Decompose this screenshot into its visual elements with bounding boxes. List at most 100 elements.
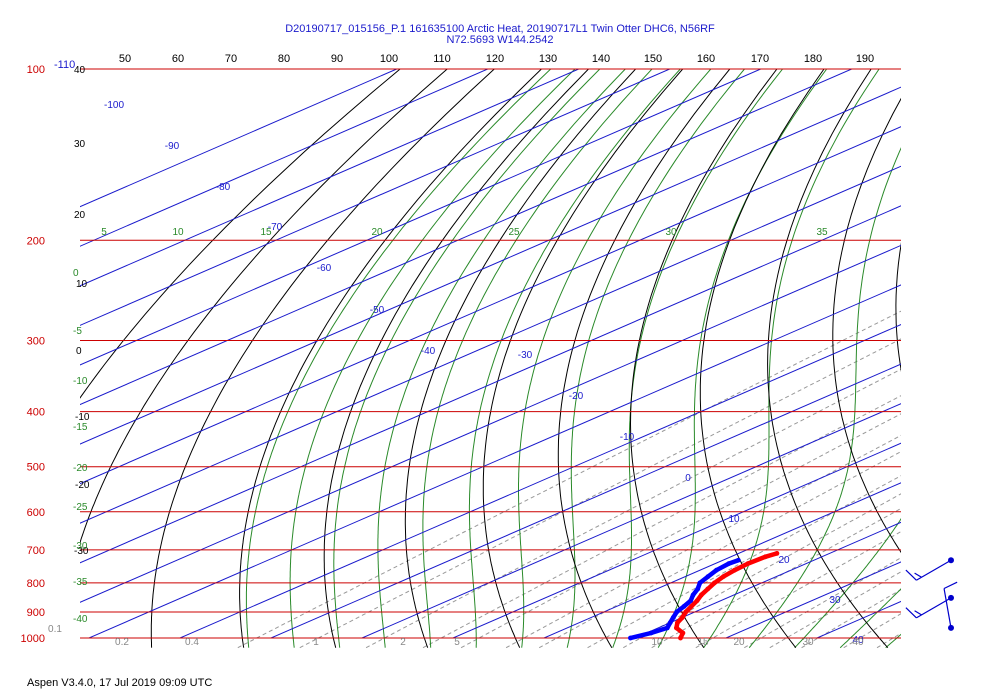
chart-title: D20190717_015156_P.1 161635100 Arctic He… (0, 24, 1000, 46)
mixing-ratio-label: 40 (852, 637, 864, 648)
footer-version: Aspen V3.4.0, 17 Jul 2019 09:09 UTC (27, 677, 213, 689)
mixing-ratio-line (422, 395, 901, 649)
isotherm (80, 69, 488, 247)
mixing-ratio-line (237, 310, 901, 649)
mixing-ratio-line (769, 571, 901, 649)
temperature-point (762, 554, 768, 560)
moist-adiabat (703, 69, 880, 648)
top-axis-label: 70 (225, 53, 237, 65)
pressure-tick-label: 900 (27, 607, 45, 619)
temperature-point (679, 614, 685, 620)
moist-adiabat-label: 30 (665, 227, 677, 238)
top-axis-label: 60 (172, 53, 184, 65)
moist-adiabat (468, 69, 681, 648)
top-axis-label: -110 (54, 59, 75, 71)
isotherm (634, 521, 901, 639)
temperature-point (683, 609, 689, 615)
isotherm (361, 403, 901, 639)
mixing-ratio-line (744, 557, 901, 649)
isotherm-label: -30 (518, 350, 533, 361)
dry-adiabat (895, 242, 901, 372)
pressure-tick-label: 400 (27, 407, 45, 419)
temperature-point (688, 604, 694, 609)
moist-adiabat (377, 69, 626, 648)
wind-barb-feather (905, 569, 917, 581)
isotherm (80, 69, 397, 208)
moist-adiabat (245, 69, 552, 648)
dewpoint-point (674, 609, 680, 615)
mixing-ratio-line (801, 589, 901, 649)
pressure-tick-label: 500 (27, 462, 45, 474)
temperature-point (721, 574, 726, 580)
moist-adiabat-label: -35 (73, 577, 88, 588)
temperature-point (774, 550, 780, 556)
moist-adiabat-label: 25 (508, 227, 520, 238)
isotherm-label: 20 (778, 555, 790, 566)
isotherm-label: 30 (829, 595, 841, 606)
top-axis-label: 160 (697, 53, 715, 65)
isotherm (80, 205, 901, 564)
dewpoint-point (670, 614, 676, 620)
dewpoint-point (648, 630, 654, 636)
mixing-ratio-label: 0.2 (115, 637, 129, 648)
dry-adiabat (80, 69, 448, 545)
mixing-ratio-line (876, 632, 901, 649)
mixing-ratio-line (460, 413, 901, 649)
mixing-ratio-line (984, 169, 1000, 648)
isotherm (179, 323, 901, 639)
dry-adiabat (629, 69, 778, 648)
mixing-ratio-label: 30 (802, 637, 814, 648)
dry-adiabat (323, 69, 590, 648)
top-axis-label: 120 (486, 53, 504, 65)
dry-adiabat (957, 43, 1000, 648)
top-axis-label: 80 (278, 53, 290, 65)
isotherm (816, 600, 901, 639)
top-axis-label: 190 (856, 53, 874, 65)
temperature-point (694, 598, 700, 604)
moist-adiabat (931, 69, 1000, 648)
dry-adiabat (832, 97, 901, 554)
dewpoint-point (664, 625, 670, 631)
isotherm-label: -10 (620, 432, 635, 443)
dewpoint-point (735, 557, 741, 563)
top-axis-label: 150 (644, 53, 662, 65)
mixing-ratio-label: 10 (651, 637, 663, 648)
mixing-ratio-line (695, 531, 901, 649)
title-line-1: D20190717_015156_P.1 161635100 Arctic He… (285, 23, 715, 35)
dry-adiabat (239, 69, 543, 648)
moist-adiabat-label: -10 (73, 376, 88, 387)
moist-adiabat (289, 69, 576, 648)
dry-adiabat-label: 20 (74, 210, 86, 221)
moist-adiabat (839, 588, 901, 649)
top-axis-label: 180 (804, 53, 822, 65)
top-axis-label: 110 (433, 53, 451, 65)
dewpoint-point (713, 567, 719, 573)
dry-adiabat (80, 69, 401, 399)
mixing-ratio-label: 20 (733, 637, 745, 648)
isotherm (80, 69, 579, 287)
moist-adiabat (333, 69, 601, 648)
mixing-ratio-line (623, 493, 901, 649)
dewpoint-point (688, 598, 694, 604)
dewpoint-point (628, 635, 633, 641)
isotherm (88, 284, 901, 639)
top-axis-label: 170 (751, 53, 769, 65)
dry-adiabat (482, 69, 684, 648)
isotherm-label: 10 (728, 514, 740, 525)
dry-adiabat-label: -30 (74, 546, 89, 557)
dry-adiabat-label: 30 (74, 139, 86, 150)
mixing-ratio-label: 5 (454, 637, 460, 648)
moist-adiabat-label: 15 (260, 227, 272, 238)
isotherm (80, 69, 670, 326)
moist-adiabat-label: -30 (73, 541, 88, 552)
isotherm-label: -40 (421, 346, 436, 357)
dewpoint-profile (628, 557, 741, 641)
moist-adiabat (885, 633, 901, 649)
mixing-ratio-label: 15 (697, 637, 709, 648)
dewpoint-point (695, 586, 701, 592)
dry-adiabat-label: 40 (74, 65, 86, 76)
dry-adiabat-label: 0 (76, 346, 82, 357)
temperature-point (680, 630, 686, 636)
pressure-tick-label: 300 (27, 335, 45, 347)
